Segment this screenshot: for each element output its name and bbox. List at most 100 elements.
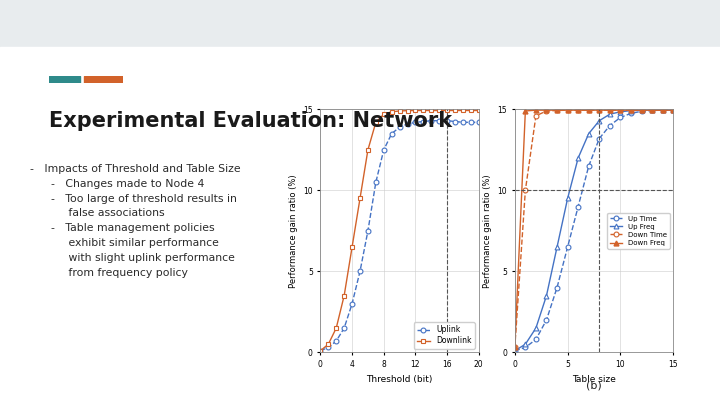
Down Time	[521, 188, 530, 193]
Down Freq	[648, 108, 657, 113]
Text: Experimental Evaluation: Network: Experimental Evaluation: Network	[49, 111, 452, 131]
Uplink	[332, 339, 341, 343]
Downlink	[316, 348, 325, 353]
Up Freq	[648, 108, 657, 113]
Uplink	[364, 228, 372, 233]
Downlink	[435, 108, 444, 113]
Uplink	[403, 122, 412, 126]
Down Freq	[585, 108, 593, 113]
Up Freq	[606, 112, 614, 117]
Uplink	[340, 326, 348, 330]
Up Time	[574, 204, 582, 209]
Uplink	[379, 147, 388, 152]
Down Time	[510, 345, 519, 350]
Downlink	[474, 108, 483, 113]
Up Freq	[563, 196, 572, 201]
Up Time	[658, 108, 667, 113]
Uplink	[324, 345, 333, 350]
Down Time	[595, 108, 603, 113]
Down Freq	[553, 108, 562, 113]
Down Freq	[606, 108, 614, 113]
Downlink	[467, 108, 475, 113]
Down Time	[626, 108, 635, 113]
Line: Up Time: Up Time	[513, 108, 675, 353]
Downlink	[451, 108, 459, 113]
Down Time	[531, 113, 540, 118]
Up Freq	[510, 348, 519, 353]
Downlink	[459, 108, 467, 113]
Down Time	[542, 109, 551, 113]
Line: Uplink: Uplink	[318, 118, 481, 353]
Downlink	[372, 120, 380, 125]
Uplink	[451, 119, 459, 124]
Down Freq	[595, 108, 603, 113]
Legend: Up Time, Up Freq, Down Time, Down Freq: Up Time, Up Freq, Down Time, Down Freq	[607, 213, 670, 249]
Down Time	[669, 108, 678, 113]
Down Freq	[574, 108, 582, 113]
Down Time	[563, 108, 572, 113]
Uplink	[474, 120, 483, 125]
Up Time	[626, 111, 635, 116]
Downlink	[427, 108, 436, 113]
Uplink	[459, 120, 467, 125]
Up Time	[585, 164, 593, 168]
Line: Up Freq: Up Freq	[513, 108, 675, 353]
Up Time	[606, 123, 614, 128]
Up Freq	[595, 118, 603, 123]
Down Freq	[531, 108, 540, 113]
Uplink	[467, 120, 475, 125]
Down Time	[553, 108, 562, 113]
Downlink	[387, 109, 396, 114]
Y-axis label: Performance gain ratio (%): Performance gain ratio (%)	[483, 174, 492, 288]
Up Freq	[542, 293, 551, 298]
Down Freq	[669, 108, 678, 113]
Downlink	[395, 109, 404, 113]
Line: Down Freq: Down Freq	[513, 108, 675, 350]
Legend: Uplink, Downlink: Uplink, Downlink	[413, 322, 475, 349]
Bar	[49, 76, 80, 83]
Up Freq	[616, 109, 625, 114]
Uplink	[372, 180, 380, 185]
Downlink	[419, 108, 428, 113]
Down Freq	[563, 108, 572, 113]
Y-axis label: Performance gain ratio (%): Performance gain ratio (%)	[289, 174, 297, 288]
Text: (b): (b)	[586, 381, 602, 391]
Up Freq	[626, 108, 635, 113]
Downlink	[348, 245, 356, 249]
Text: -   Impacts of Threshold and Table Size
      -   Changes made to Node 4
      -: - Impacts of Threshold and Table Size - …	[30, 164, 241, 277]
Line: Downlink: Downlink	[318, 108, 481, 353]
Downlink	[340, 293, 348, 298]
Uplink	[443, 118, 451, 123]
Down Time	[637, 108, 646, 113]
Up Time	[616, 115, 625, 120]
Uplink	[395, 125, 404, 130]
Downlink	[379, 112, 388, 117]
Up Time	[521, 345, 530, 350]
Down Freq	[510, 345, 519, 350]
X-axis label: Table size: Table size	[572, 375, 616, 384]
Down Time	[606, 108, 614, 113]
Down Time	[658, 108, 667, 113]
Down Time	[648, 108, 657, 113]
Up Time	[542, 318, 551, 322]
Uplink	[387, 131, 396, 136]
Up Time	[637, 109, 646, 114]
Down Time	[574, 108, 582, 113]
Uplink	[348, 301, 356, 306]
Up Freq	[521, 342, 530, 347]
Up Freq	[637, 108, 646, 113]
Line: Down Time: Down Time	[513, 108, 675, 350]
Downlink	[443, 108, 451, 113]
Downlink	[364, 147, 372, 152]
Uplink	[419, 119, 428, 124]
Down Freq	[637, 108, 646, 113]
Up Freq	[658, 108, 667, 113]
Up Time	[669, 108, 678, 113]
Down Time	[585, 108, 593, 113]
Down Freq	[626, 108, 635, 113]
Up Time	[553, 285, 562, 290]
Downlink	[324, 342, 333, 347]
Down Freq	[521, 109, 530, 113]
Downlink	[411, 108, 420, 113]
Up Time	[531, 337, 540, 342]
